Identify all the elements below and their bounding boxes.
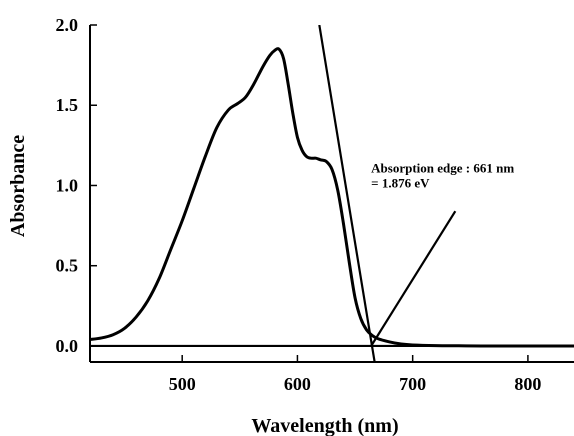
y-tick-label: 0.0 bbox=[56, 336, 79, 356]
x-tick-label: 600 bbox=[284, 374, 311, 394]
axes: 0.0 0.5 1.0 1.5 2.0 500 600 700 800 bbox=[56, 15, 574, 394]
y-tick-label: 1.0 bbox=[56, 175, 79, 195]
annotation-arrow bbox=[370, 210, 457, 347]
x-axis-title: Wavelength (nm) bbox=[251, 415, 398, 436]
y-tick-label: 2.0 bbox=[56, 15, 79, 35]
annotation-text-1: Absorption edge : 661 nm bbox=[371, 161, 514, 176]
y-tick-label: 0.5 bbox=[56, 256, 79, 276]
x-tick-label: 800 bbox=[514, 374, 541, 394]
edge-tangent-line bbox=[318, 25, 376, 362]
labels: Wavelength (nm) Absorbance bbox=[7, 135, 399, 436]
y-axis-title: Absorbance bbox=[7, 135, 29, 237]
x-tick-label: 700 bbox=[399, 374, 426, 394]
series-line-0 bbox=[90, 47, 574, 348]
x-tick-label: 500 bbox=[169, 374, 196, 394]
y-tick-label: 1.5 bbox=[56, 95, 79, 115]
plot-area: Absorption edge : 661 nm= 1.876 eV bbox=[90, 25, 574, 362]
annotation-text-2: = 1.876 eV bbox=[371, 176, 430, 191]
